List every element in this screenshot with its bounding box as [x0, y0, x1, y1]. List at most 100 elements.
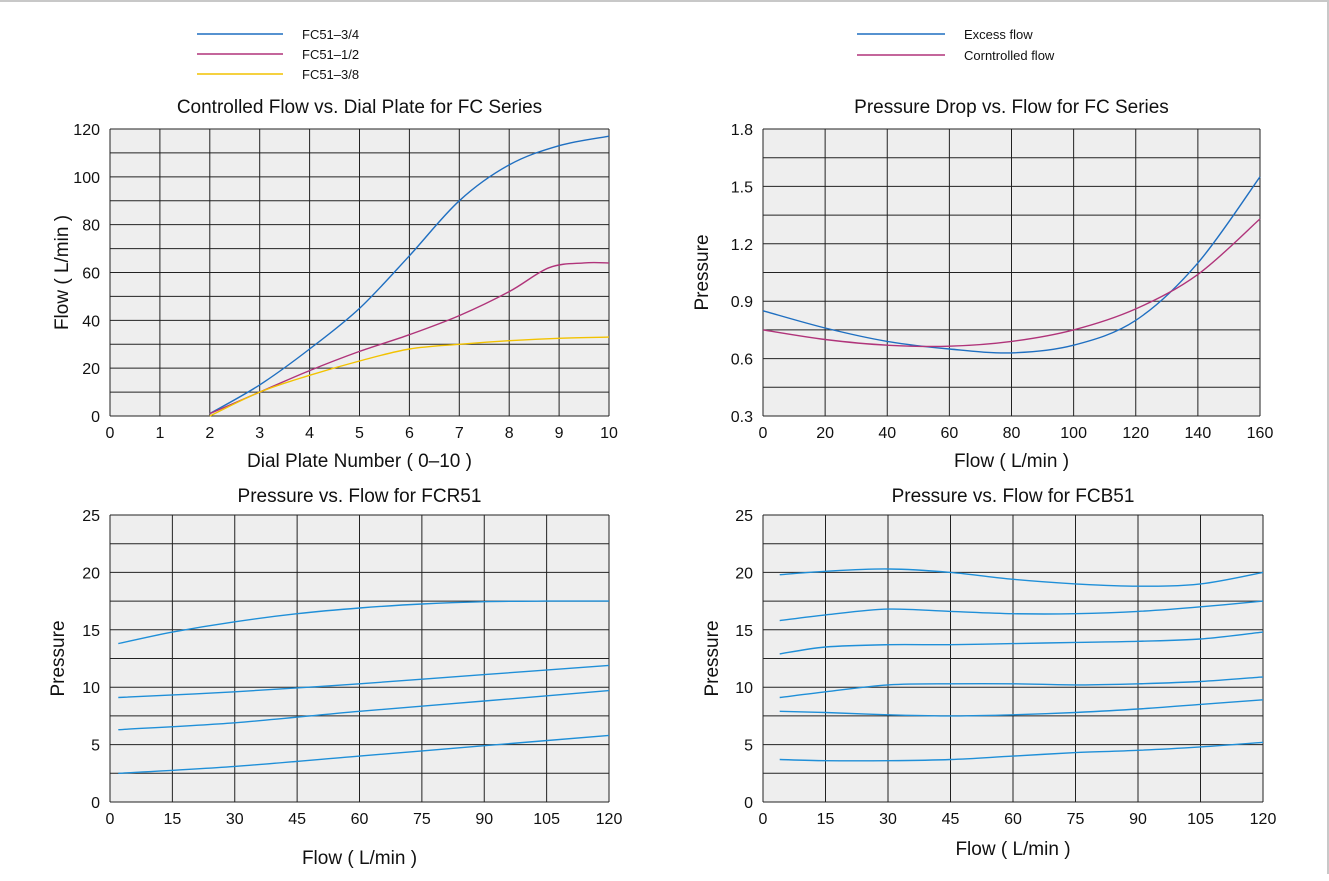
x-tick-label: 20 [816, 425, 834, 442]
x-tick-label: 45 [288, 811, 306, 828]
x-tick-label: 160 [1247, 425, 1274, 442]
y-tick-label: 0.6 [731, 352, 753, 369]
x-tick-label: 15 [817, 811, 835, 828]
x-tick-label: 120 [1122, 425, 1149, 442]
x-tick-label: 100 [1060, 425, 1087, 442]
x-tick-label: 7 [455, 425, 464, 442]
x-tick-label: 105 [1187, 811, 1214, 828]
series-line [118, 689, 610, 731]
x-axis-label: Flow ( L/min ) [954, 451, 1069, 472]
x-tick-label: 0 [759, 425, 768, 442]
y-tick-label: 10 [735, 680, 753, 697]
y-tick-label: 25 [735, 508, 753, 525]
y-tick-label: 0 [91, 795, 100, 812]
chart-title: Pressure vs. Flow for FCB51 [892, 486, 1135, 507]
x-axis-label: Flow ( L/min ) [302, 848, 417, 869]
y-tick-label: 80 [82, 218, 100, 235]
y-tick-label: 5 [744, 738, 753, 755]
x-tick-label: 2 [205, 425, 214, 442]
y-axis-label: Pressure [692, 234, 713, 310]
x-tick-label: 9 [555, 425, 564, 442]
chart-fcr51: 0 15 30 45 60 75 90 105 120 0 5 10 15 20 25 Pressure vs… [48, 486, 622, 869]
series-line [779, 568, 1264, 587]
y-tick-label: 60 [82, 266, 100, 283]
x-tick-label: 60 [1004, 811, 1022, 828]
x-axis-label: Flow ( L/min ) [955, 839, 1070, 860]
y-tick-label: 20 [82, 565, 100, 582]
x-tick-label: 6 [405, 425, 414, 442]
legend-label: FC51–3/4 [302, 27, 359, 42]
legend-label: FC51–1/2 [302, 47, 359, 62]
legend-label: FC51–3/8 [302, 67, 359, 82]
y-tick-label: 0.9 [731, 294, 753, 311]
gridlines [762, 128, 1261, 417]
gridlines [109, 128, 610, 417]
y-tick-label: 120 [73, 122, 100, 139]
x-tick-label: 5 [355, 425, 364, 442]
series-line [779, 676, 1264, 699]
x-tick-label: 30 [226, 811, 244, 828]
x-tick-label: 140 [1185, 425, 1212, 442]
x-tick-label: 8 [505, 425, 514, 442]
x-tick-label: 4 [305, 425, 314, 442]
y-tick-label: 0 [91, 409, 100, 426]
y-tick-label: 5 [91, 738, 100, 755]
x-tick-label: 10 [600, 425, 618, 442]
legend-label: Excess flow [964, 27, 1033, 42]
x-axis-label: Dial Plate Number ( 0–10 ) [247, 451, 472, 472]
y-tick-label: 25 [82, 508, 100, 525]
x-tick-label: 80 [1003, 425, 1021, 442]
series-line [118, 600, 610, 645]
x-tick-label: 0 [106, 811, 115, 828]
chart-title: Controlled Flow vs. Dial Plate for FC Se… [177, 97, 542, 118]
y-tick-label: 0.3 [731, 409, 753, 426]
x-tick-label: 60 [940, 425, 958, 442]
x-tick-label: 40 [878, 425, 896, 442]
x-tick-label: 105 [533, 811, 560, 828]
gridlines [762, 514, 1264, 803]
series-line [118, 734, 610, 774]
gridlines [109, 514, 610, 803]
series-line [209, 135, 610, 415]
x-tick-label: 45 [942, 811, 960, 828]
y-tick-label: 100 [73, 170, 100, 187]
series-line [209, 261, 610, 415]
chart-title: Pressure Drop vs. Flow for FC Series [854, 97, 1169, 118]
x-tick-label: 15 [163, 811, 181, 828]
x-tick-label: 1 [155, 425, 164, 442]
y-axis-label: Flow ( L/min ) [52, 215, 73, 330]
series-line [762, 218, 1261, 348]
y-tick-label: 1.8 [731, 122, 753, 139]
legend-label: Corntrolled flow [964, 48, 1055, 63]
series-line [779, 631, 1264, 655]
y-tick-label: 15 [82, 623, 100, 640]
series-line [779, 741, 1264, 762]
x-tick-label: 90 [1129, 811, 1147, 828]
series-line [762, 176, 1261, 354]
series-line [779, 699, 1264, 717]
x-tick-label: 120 [1250, 811, 1277, 828]
y-tick-label: 1.5 [731, 179, 753, 196]
x-tick-label: 0 [106, 425, 115, 442]
x-tick-label: 0 [759, 811, 768, 828]
x-tick-label: 120 [596, 811, 623, 828]
chart-title: Pressure vs. Flow for FCR51 [238, 486, 482, 507]
x-tick-label: 75 [1067, 811, 1085, 828]
x-tick-label: 3 [255, 425, 264, 442]
legend: FC51–3/4 FC51–1/2 FC51–3/8 [197, 27, 359, 82]
x-tick-label: 90 [475, 811, 493, 828]
series-line [118, 664, 610, 699]
x-tick-label: 60 [351, 811, 369, 828]
y-tick-label: 20 [735, 565, 753, 582]
chart-fcb51: 0 15 30 45 60 75 90 105 120 0 5 10 15 20 25 Pressure vs… [702, 486, 1276, 860]
y-tick-label: 40 [82, 313, 100, 330]
series-line [209, 336, 610, 417]
legend: Excess flow Corntrolled flow [857, 27, 1055, 63]
y-tick-label: 10 [82, 680, 100, 697]
chart-pressure-drop: 0 20 40 60 80 100 120 140 160 0.3 0.6 0.9 1.2 1.5 1.8 P… [692, 27, 1273, 472]
x-tick-label: 75 [413, 811, 431, 828]
y-tick-label: 15 [735, 623, 753, 640]
y-axis-label: Pressure [702, 620, 723, 696]
